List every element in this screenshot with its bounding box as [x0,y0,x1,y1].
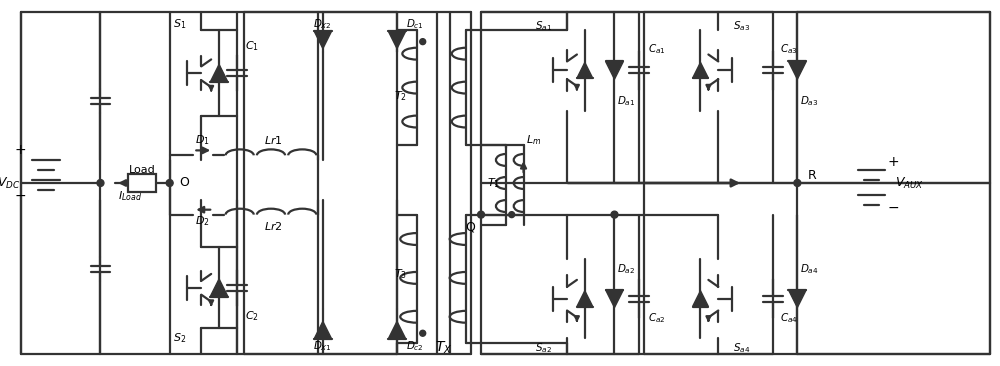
Text: $V_{DC}$: $V_{DC}$ [0,175,20,191]
Polygon shape [314,31,332,49]
Text: $D_1$: $D_1$ [195,134,210,147]
Polygon shape [210,279,228,297]
Polygon shape [577,291,593,307]
Polygon shape [606,61,623,79]
Text: $D_{c2}$: $D_{c2}$ [406,339,424,353]
Polygon shape [693,62,708,78]
Text: $T_3$: $T_3$ [394,267,407,281]
Polygon shape [577,62,593,78]
Text: $V_{AUX}$: $V_{AUX}$ [895,175,924,191]
Text: $D_{c1}$: $D_{c1}$ [406,17,424,31]
Text: $I_{Load}$: $I_{Load}$ [118,189,142,203]
Circle shape [420,330,426,336]
Text: $D_{a2}$: $D_{a2}$ [617,262,635,276]
Text: +: + [887,155,899,169]
Text: R: R [808,169,817,182]
Text: $C_{a3}$: $C_{a3}$ [780,43,797,56]
Circle shape [509,212,515,218]
Text: $D_{a1}$: $D_{a1}$ [617,94,636,108]
Polygon shape [314,321,332,339]
Text: $Lr2$: $Lr2$ [264,220,283,232]
Text: Load: Load [129,165,155,175]
Text: $T_X$: $T_X$ [435,340,452,356]
Circle shape [611,211,618,218]
Polygon shape [788,61,806,79]
Polygon shape [788,290,806,307]
Text: +: + [15,143,26,157]
Text: $D_{a3}$: $D_{a3}$ [800,94,818,108]
Polygon shape [388,321,406,339]
Text: $D_{X2}$: $D_{X2}$ [313,17,332,31]
Circle shape [478,211,484,218]
Text: $D_{a4}$: $D_{a4}$ [800,262,819,276]
Bar [128,174,156,192]
Text: $L_m$: $L_m$ [526,134,541,147]
Polygon shape [210,64,228,82]
Circle shape [97,180,104,186]
Text: $S_1$: $S_1$ [173,17,186,31]
Circle shape [166,180,173,186]
Text: $S_{a4}$: $S_{a4}$ [733,341,751,355]
Text: $C_{a2}$: $C_{a2}$ [648,311,666,325]
Polygon shape [606,290,623,307]
Text: $C_1$: $C_1$ [245,40,259,53]
Text: $C_{a4}$: $C_{a4}$ [780,311,797,325]
Text: $C_{a1}$: $C_{a1}$ [648,43,666,56]
Text: $D_{X1}$: $D_{X1}$ [313,339,332,353]
Text: $C_2$: $C_2$ [245,310,259,323]
Polygon shape [693,291,708,307]
Text: $S_{a1}$: $S_{a1}$ [535,19,552,33]
Text: $D_2$: $D_2$ [195,214,210,228]
Text: $T_1$: $T_1$ [487,176,500,190]
Text: $S_{a3}$: $S_{a3}$ [733,19,751,33]
Text: −: − [887,201,899,215]
Text: $Lr1$: $Lr1$ [264,134,283,146]
Text: O: O [180,176,189,190]
Circle shape [420,39,426,45]
Text: $S_{a2}$: $S_{a2}$ [535,341,552,355]
Text: −: − [15,189,26,203]
Text: Q: Q [465,221,475,234]
Text: $S_2$: $S_2$ [173,331,186,345]
Circle shape [794,180,801,186]
Polygon shape [388,31,406,49]
Text: $T_2$: $T_2$ [394,89,407,103]
